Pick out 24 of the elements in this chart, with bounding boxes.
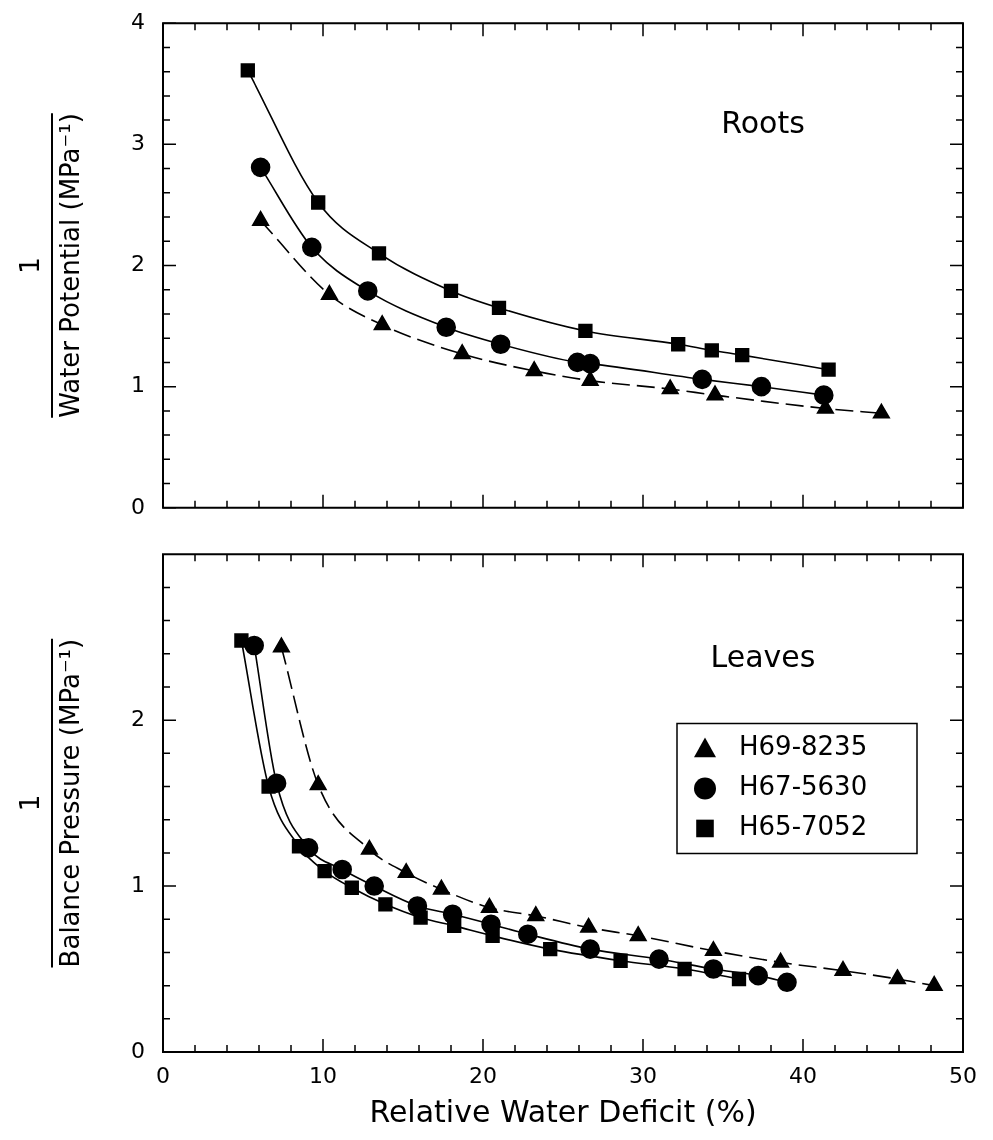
y-tick-label: 0	[131, 493, 145, 519]
y-tick-label: 1	[131, 871, 145, 897]
text: Leaves	[710, 638, 816, 674]
legend-label: H65-7052	[739, 811, 868, 842]
y-tick-label: 1	[131, 372, 145, 398]
y-tick-label: 4	[131, 8, 145, 34]
y-axis-title: Balance Pressure (MPa⁻¹)	[54, 638, 85, 968]
text: 1	[14, 257, 45, 274]
x-tick-label: 10	[309, 1062, 337, 1088]
y-tick-label: 3	[131, 130, 145, 156]
text: 1	[14, 794, 45, 812]
x-tick-label: 40	[789, 1062, 817, 1088]
legend-label: H69-8235	[739, 731, 868, 762]
x-tick-label: 0	[156, 1062, 170, 1088]
x-tick-label: 20	[469, 1062, 497, 1088]
y-tick-label: 2	[131, 705, 145, 731]
legend-label: H67-5630	[739, 771, 868, 802]
x-tick-label: 30	[629, 1062, 657, 1088]
text: Roots	[721, 104, 805, 140]
x-tick-label: 50	[949, 1062, 977, 1088]
x-axis-title: Relative Water Deficit (%)	[369, 1093, 757, 1129]
y-axis-title: Water Potential (MPa⁻¹)	[54, 113, 85, 418]
y-tick-label: 2	[131, 251, 145, 277]
y-tick-label: 0	[131, 1037, 145, 1063]
